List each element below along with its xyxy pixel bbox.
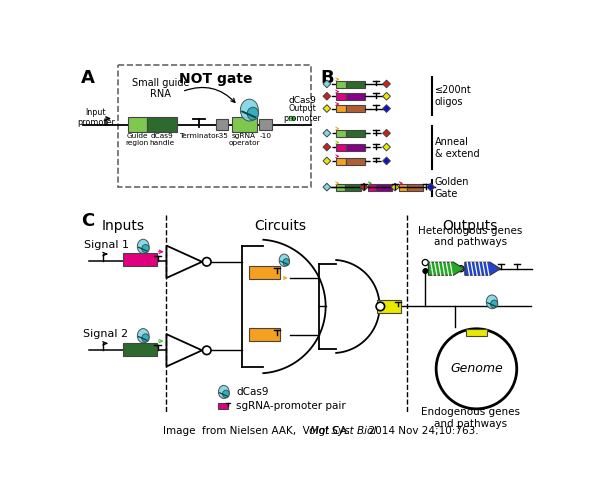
Text: sgRNA
operator: sgRNA operator <box>228 133 260 146</box>
Text: -35: -35 <box>217 133 228 139</box>
Bar <box>218 403 229 409</box>
Polygon shape <box>383 129 391 137</box>
Bar <box>232 117 257 132</box>
Circle shape <box>423 269 428 273</box>
Bar <box>466 329 487 336</box>
Ellipse shape <box>142 245 149 253</box>
Text: Endogenous genes
and pathways: Endogenous genes and pathways <box>421 408 520 429</box>
Text: NOT gate: NOT gate <box>179 72 253 85</box>
Circle shape <box>202 346 211 355</box>
Bar <box>346 184 361 191</box>
Ellipse shape <box>218 385 229 399</box>
Text: . 2014 Nov 24;10:763.: . 2014 Nov 24;10:763. <box>362 426 478 436</box>
Bar <box>248 266 280 279</box>
Bar <box>346 93 365 100</box>
Text: C: C <box>81 212 94 230</box>
Text: Heterologous genes
and pathways: Heterologous genes and pathways <box>418 226 523 247</box>
Polygon shape <box>428 262 464 275</box>
Polygon shape <box>383 157 391 165</box>
Text: Terminator: Terminator <box>179 133 219 139</box>
Circle shape <box>458 266 464 272</box>
Bar <box>123 343 157 356</box>
Ellipse shape <box>223 390 229 398</box>
Bar <box>346 81 365 88</box>
Circle shape <box>436 329 517 409</box>
Text: dCas9: dCas9 <box>236 387 269 397</box>
Ellipse shape <box>283 259 289 266</box>
Text: B: B <box>320 69 334 86</box>
Bar <box>336 106 346 113</box>
Text: Output
promoter: Output promoter <box>283 104 321 124</box>
Bar <box>399 184 407 191</box>
Text: Guide
region: Guide region <box>125 133 149 146</box>
Polygon shape <box>323 157 331 165</box>
Text: -10: -10 <box>260 133 272 139</box>
Bar <box>376 184 392 191</box>
Text: Small guide
RNA: Small guide RNA <box>131 78 189 99</box>
Text: Mol Syst Biol: Mol Syst Biol <box>310 426 377 436</box>
Polygon shape <box>323 105 331 113</box>
Bar <box>336 144 346 151</box>
Polygon shape <box>323 92 331 100</box>
Bar <box>407 184 423 191</box>
Polygon shape <box>383 80 391 88</box>
Polygon shape <box>323 143 331 151</box>
Ellipse shape <box>241 99 259 121</box>
Bar <box>336 81 346 88</box>
Text: Inputs: Inputs <box>101 219 145 233</box>
Circle shape <box>202 257 211 266</box>
Bar <box>346 158 365 165</box>
Polygon shape <box>427 183 434 191</box>
Bar <box>216 120 229 130</box>
Text: Outputs: Outputs <box>443 219 498 233</box>
Circle shape <box>422 259 428 266</box>
Bar <box>123 253 157 266</box>
Text: Image  from Nielsen AAK,  Voigt CA.: Image from Nielsen AAK, Voigt CA. <box>163 426 353 436</box>
Ellipse shape <box>137 239 149 253</box>
Circle shape <box>376 302 385 311</box>
Bar <box>336 93 346 100</box>
Bar <box>128 117 147 132</box>
Bar <box>346 106 365 113</box>
Polygon shape <box>323 80 331 88</box>
Text: sgRNA-promoter pair: sgRNA-promoter pair <box>236 401 346 411</box>
Polygon shape <box>391 183 399 191</box>
Bar <box>336 130 346 137</box>
Text: Signal 1: Signal 1 <box>83 240 128 250</box>
Polygon shape <box>383 92 391 100</box>
Bar <box>259 120 272 130</box>
Polygon shape <box>360 183 368 191</box>
Bar <box>336 184 346 191</box>
Bar <box>346 130 365 137</box>
Bar <box>346 144 365 151</box>
Polygon shape <box>323 129 331 137</box>
Polygon shape <box>383 105 391 113</box>
Ellipse shape <box>137 329 149 343</box>
Text: ≤200nt
oligos: ≤200nt oligos <box>434 85 472 107</box>
Text: Genome: Genome <box>450 362 503 375</box>
Ellipse shape <box>486 295 497 309</box>
Text: dCas9: dCas9 <box>288 96 316 105</box>
Ellipse shape <box>247 107 259 120</box>
Text: Golden
Gate: Golden Gate <box>434 177 469 199</box>
Bar <box>368 184 376 191</box>
Polygon shape <box>323 183 331 191</box>
Ellipse shape <box>142 334 149 342</box>
Bar <box>336 158 346 165</box>
Ellipse shape <box>491 300 498 308</box>
Text: Input
promoter: Input promoter <box>77 108 115 127</box>
Text: Circuits: Circuits <box>254 219 307 233</box>
Text: Signal 2: Signal 2 <box>83 329 128 339</box>
Bar <box>377 299 401 313</box>
Bar <box>147 117 176 132</box>
Polygon shape <box>465 262 500 275</box>
Bar <box>248 328 280 341</box>
Text: A: A <box>81 69 95 86</box>
Text: Anneal
& extend: Anneal & extend <box>434 137 479 159</box>
Polygon shape <box>383 143 391 151</box>
Ellipse shape <box>279 254 289 266</box>
Text: dCas9
handle: dCas9 handle <box>149 133 175 146</box>
